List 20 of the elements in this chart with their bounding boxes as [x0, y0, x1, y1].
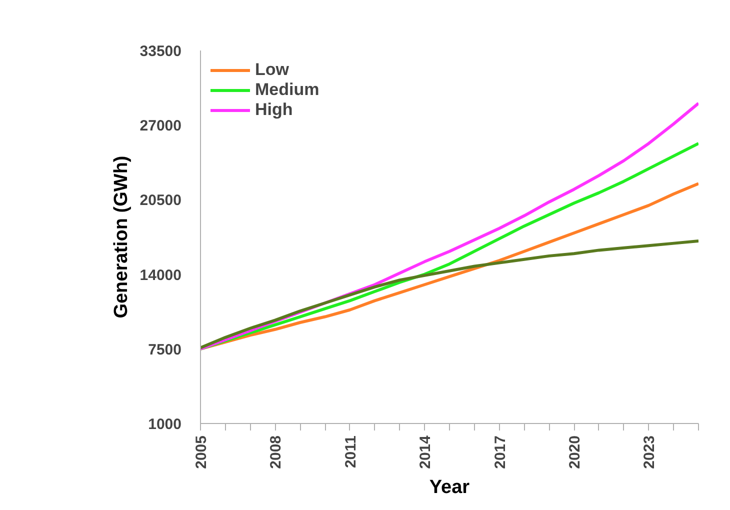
x-tick-label: 2020: [566, 435, 584, 469]
y-tick-label: 1000: [148, 416, 182, 433]
x-tick-label: 2014: [417, 434, 434, 469]
legend-label: High: [255, 100, 293, 120]
y-tick-label: 7500: [148, 341, 182, 358]
x-tick-label: 2005: [193, 435, 210, 469]
legend-label: Medium: [255, 80, 320, 100]
y-tick-label: 27000: [140, 118, 182, 135]
y-tick-label: 33500: [140, 43, 182, 60]
x-tick-label: 2023: [641, 435, 658, 469]
x-tick-label: 2017: [492, 435, 509, 469]
legend-label: Low: [255, 60, 289, 80]
line-series: [200, 182, 698, 350]
y-tick-label: 14000: [140, 266, 182, 284]
y-tick-label: 20500: [140, 192, 182, 210]
x-tick-label: 2008: [268, 435, 285, 469]
y-axis-title: Generation (GWh): [110, 156, 132, 318]
line-series: [200, 240, 698, 350]
x-tick-label: 2011: [342, 435, 360, 468]
x-axis-title: Year: [429, 476, 470, 498]
